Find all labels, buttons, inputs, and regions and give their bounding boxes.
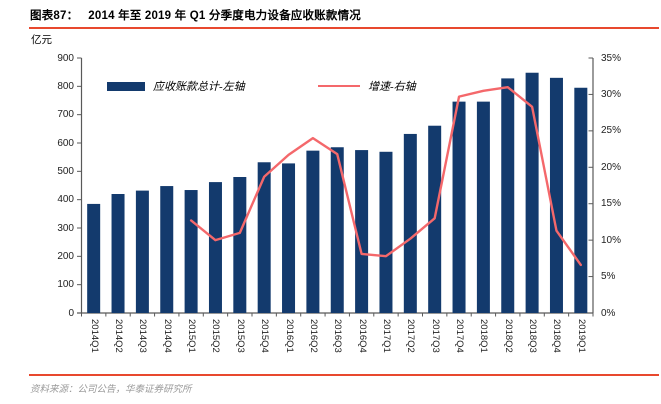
left-axis-unit-label: 亿元 (31, 34, 52, 46)
left-axis-tick-label: 200 (57, 250, 74, 262)
bar-2017Q2 (403, 133, 417, 313)
bar-2014Q3 (135, 190, 149, 313)
bar-series-swatch (107, 81, 145, 91)
x-axis-category-label: 2017Q2 (405, 319, 417, 353)
bar-2017Q4 (452, 101, 466, 313)
legend-label-receivables: 应收账款总计-左轴 (153, 81, 245, 93)
bar-2019Q1 (574, 87, 588, 313)
x-axis-category-label: 2017Q1 (380, 319, 392, 353)
x-axis-category-label: 2016Q1 (283, 319, 295, 353)
x-axis-category-label: 2015Q4 (259, 319, 271, 353)
bar-2018Q2 (501, 78, 515, 314)
right-axis-tick-label: 5% (601, 271, 616, 283)
x-axis-category-label: 2018Q1 (478, 319, 490, 353)
legend-item-receivables: 应收账款总计-左轴 (107, 79, 245, 93)
bar-2015Q3 (233, 177, 247, 313)
bar-2015Q2 (208, 182, 222, 313)
bar-2014Q4 (160, 186, 174, 313)
left-axis-tick-label: 300 (57, 222, 74, 234)
x-axis-category-label: 2015Q3 (234, 319, 246, 353)
right-axis-tick-label: 0% (601, 307, 616, 319)
legend-item-growth: 增速-右轴 (318, 79, 416, 93)
x-axis-category-label: 2016Q3 (332, 319, 344, 353)
figure-title: 2014 年至 2019 年 Q1 分季度电力设备应收账款情况 (88, 10, 361, 22)
right-axis-tick-label: 10% (601, 234, 622, 246)
right-axis-tick-label: 30% (601, 88, 622, 100)
bar-2014Q1 (87, 203, 101, 313)
x-axis-category-label: 2014Q3 (137, 319, 149, 353)
figure-number-label: 图表87： (30, 10, 79, 22)
bar-2018Q4 (549, 77, 563, 313)
x-axis-category-label: 2016Q4 (356, 319, 368, 353)
bar-2018Q1 (476, 101, 490, 313)
right-axis-tick-label: 25% (601, 125, 622, 137)
bar-2017Q1 (379, 151, 393, 313)
legend-label-growth: 增速-右轴 (368, 81, 416, 93)
source-note: 资料来源：公司公告，华泰证券研究所 (30, 385, 192, 395)
x-axis-category-label: 2014Q4 (161, 319, 173, 353)
left-axis-tick-label: 600 (57, 137, 74, 149)
left-axis-tick-label: 700 (57, 109, 74, 121)
figure-title-row: 图表87： 2014 年至 2019 年 Q1 分季度电力设备应收账款情况 (30, 7, 650, 23)
left-axis-tick-label: 900 (57, 52, 74, 64)
right-axis-tick-label: 20% (601, 161, 622, 173)
bar-2016Q2 (306, 150, 320, 313)
x-axis-category-label: 2015Q1 (186, 319, 198, 353)
x-axis-category-label: 2017Q4 (454, 319, 466, 353)
bar-2014Q2 (111, 194, 125, 313)
left-axis-tick-label: 100 (57, 279, 74, 291)
footer-divider-rule (29, 374, 659, 376)
x-axis-category-label: 2017Q3 (429, 319, 441, 353)
line-series-swatch (318, 84, 360, 88)
bar-2016Q4 (355, 150, 369, 313)
growth-line (189, 85, 583, 267)
x-axis-category-label: 2018Q2 (502, 319, 514, 353)
bar-2015Q4 (257, 162, 271, 313)
x-axis-category-label: 2019Q1 (575, 319, 587, 353)
left-axis-tick-label: 0 (68, 307, 74, 319)
left-axis-tick-label: 800 (57, 80, 74, 92)
right-axis-tick-label: 15% (601, 198, 622, 210)
x-axis-category-label: 2018Q4 (551, 319, 563, 353)
bar-2015Q1 (184, 190, 198, 313)
x-axis-category-label: 2015Q2 (210, 319, 222, 353)
left-axis-tick-label: 400 (57, 194, 74, 206)
bar-2016Q3 (330, 147, 344, 313)
left-axis-tick-label: 500 (57, 165, 74, 177)
title-divider-rule (29, 27, 659, 29)
bar-2016Q1 (282, 163, 296, 313)
x-axis-category-label: 2014Q1 (88, 319, 100, 353)
bar-2018Q3 (525, 72, 539, 313)
x-axis-category-label: 2018Q3 (527, 319, 539, 353)
x-axis-category-label: 2014Q2 (113, 319, 125, 353)
x-axis-category-label: 2016Q2 (307, 319, 319, 353)
right-axis-tick-label: 35% (601, 52, 622, 64)
